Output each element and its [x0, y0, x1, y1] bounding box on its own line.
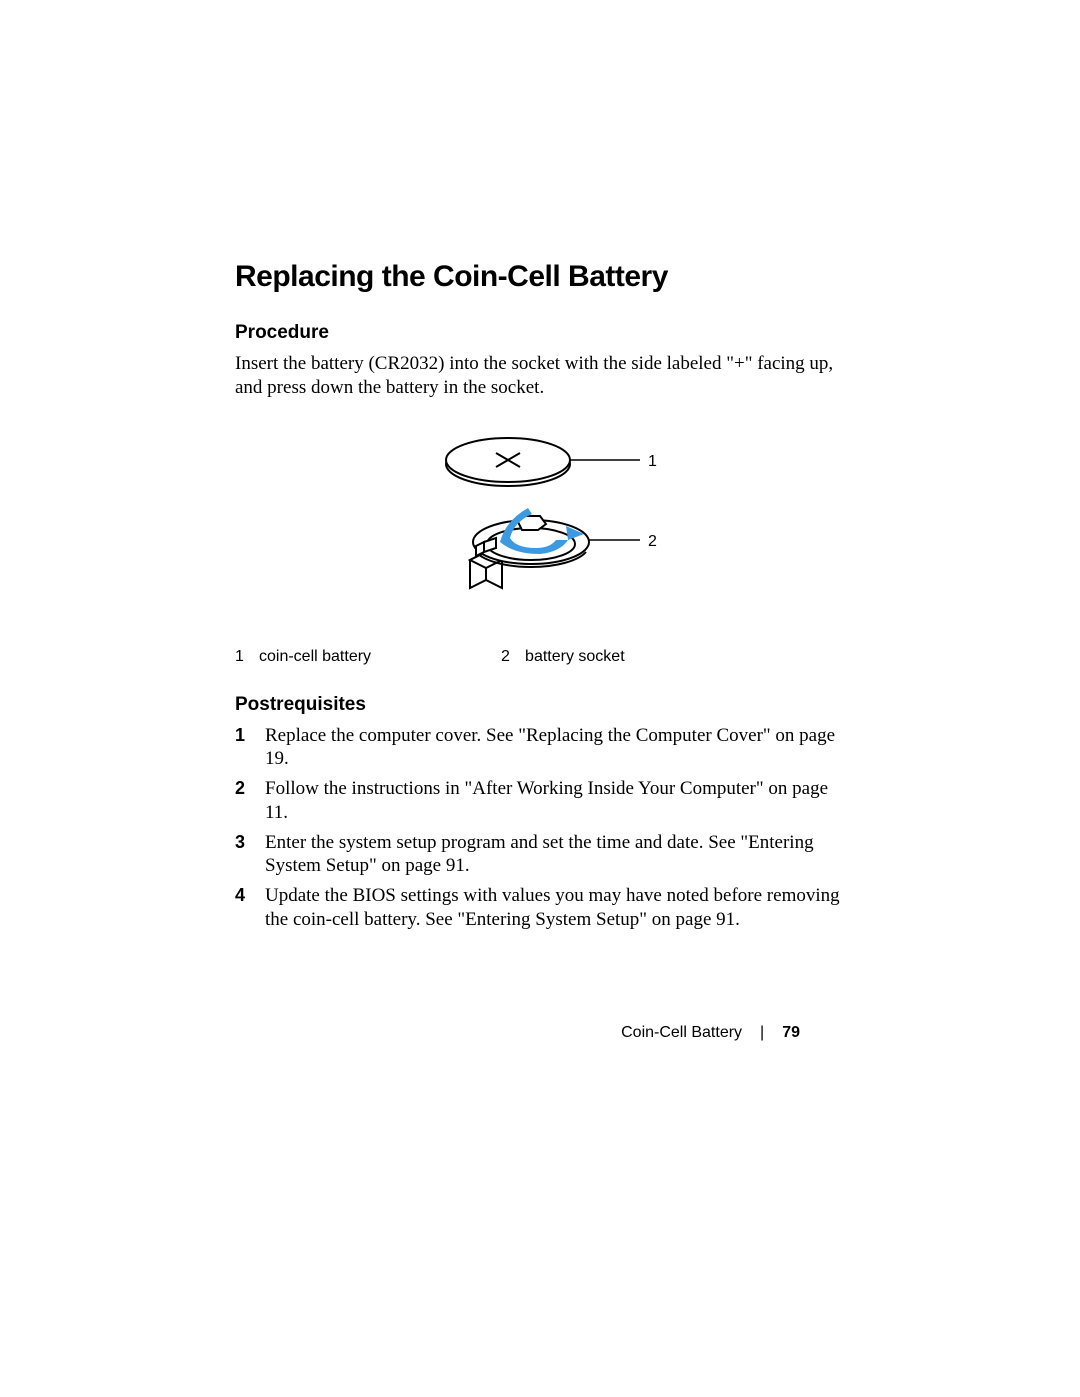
postreq-list: Replace the computer cover. See "Replaci… — [235, 724, 840, 932]
page-title: Replacing the Coin-Cell Battery — [235, 260, 840, 294]
postreq-heading: Postrequisites — [235, 694, 840, 716]
footer-page-number: 79 — [782, 1024, 800, 1042]
callout-num-1: 1 — [648, 453, 657, 470]
postreq-item: Replace the computer cover. See "Replaci… — [235, 724, 840, 772]
footer-section: Coin-Cell Battery — [621, 1024, 742, 1042]
diagram: 1 — [235, 420, 840, 620]
page-footer: Coin-Cell Battery | 79 — [0, 1024, 1080, 1042]
coin-cell-battery-icon — [446, 438, 570, 486]
postreq-item: Update the BIOS settings with values you… — [235, 884, 840, 932]
procedure-text: Insert the battery (CR2032) into the soc… — [235, 352, 840, 400]
legend-label-1: coin-cell battery — [259, 648, 371, 666]
procedure-heading: Procedure — [235, 322, 840, 344]
postreq-item: Enter the system setup program and set t… — [235, 831, 840, 879]
callout-num-2: 2 — [648, 533, 657, 550]
legend-label-2: battery socket — [525, 648, 625, 666]
diagram-legend: 1 coin-cell battery 2 battery socket — [235, 648, 840, 666]
page: Replacing the Coin-Cell Battery Procedur… — [0, 0, 1080, 1397]
legend-num-1: 1 — [235, 648, 259, 666]
battery-diagram-svg: 1 — [388, 420, 688, 620]
legend-num-2: 2 — [501, 648, 525, 666]
footer-separator: | — [760, 1024, 764, 1042]
postreq-item: Follow the instructions in "After Workin… — [235, 777, 840, 825]
